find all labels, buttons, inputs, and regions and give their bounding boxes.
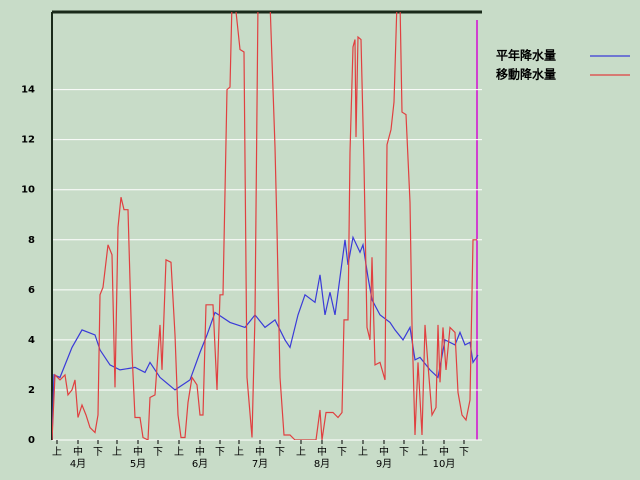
month-label: 8月 xyxy=(314,458,330,470)
month-label: 9月 xyxy=(376,458,392,470)
x-tick-label: 下 xyxy=(275,447,285,458)
x-tick-label: 下 xyxy=(459,447,469,458)
y-tick-label: 14 xyxy=(21,85,35,96)
month-label: 4月 xyxy=(70,458,86,470)
month-label: 10月 xyxy=(433,458,456,470)
x-tick-label: 下 xyxy=(93,447,103,458)
x-tick-label: 上 xyxy=(52,446,62,458)
series-line xyxy=(52,12,477,440)
month-label: 5月 xyxy=(130,458,146,470)
x-tick-label: 下 xyxy=(337,447,347,458)
y-tick-label: 6 xyxy=(28,285,35,296)
series-line xyxy=(52,235,479,440)
x-tick-label: 中 xyxy=(439,445,449,458)
month-label: 6月 xyxy=(192,458,208,470)
y-tick-label: 2 xyxy=(28,385,35,396)
legend-label: 移動降水量 xyxy=(496,67,556,82)
y-tick-label: 8 xyxy=(28,235,35,246)
y-tick-label: 12 xyxy=(21,135,35,146)
x-tick-label: 下 xyxy=(399,447,409,458)
x-tick-label: 上 xyxy=(296,446,306,458)
y-tick-label: 0 xyxy=(28,435,35,446)
x-tick-label: 中 xyxy=(73,445,83,458)
month-label: 7月 xyxy=(252,458,268,470)
y-tick-label: 4 xyxy=(28,335,35,346)
x-tick-label: 上 xyxy=(174,446,184,458)
x-tick-label: 上 xyxy=(358,446,368,458)
plot-area xyxy=(52,12,479,440)
x-tick-label: 中 xyxy=(133,445,143,458)
x-tick-label: 上 xyxy=(418,446,428,458)
x-tick-label: 上 xyxy=(234,446,244,458)
x-tick-label: 中 xyxy=(379,445,389,458)
legend-label: 平年降水量 xyxy=(496,48,556,63)
x-tick-label: 中 xyxy=(317,445,327,458)
x-tick-label: 中 xyxy=(255,445,265,458)
x-tick-label: 中 xyxy=(195,445,205,458)
y-tick-label: 10 xyxy=(21,185,35,196)
x-tick-label: 上 xyxy=(112,446,122,458)
x-tick-label: 下 xyxy=(153,447,163,458)
x-tick-label: 下 xyxy=(215,447,225,458)
